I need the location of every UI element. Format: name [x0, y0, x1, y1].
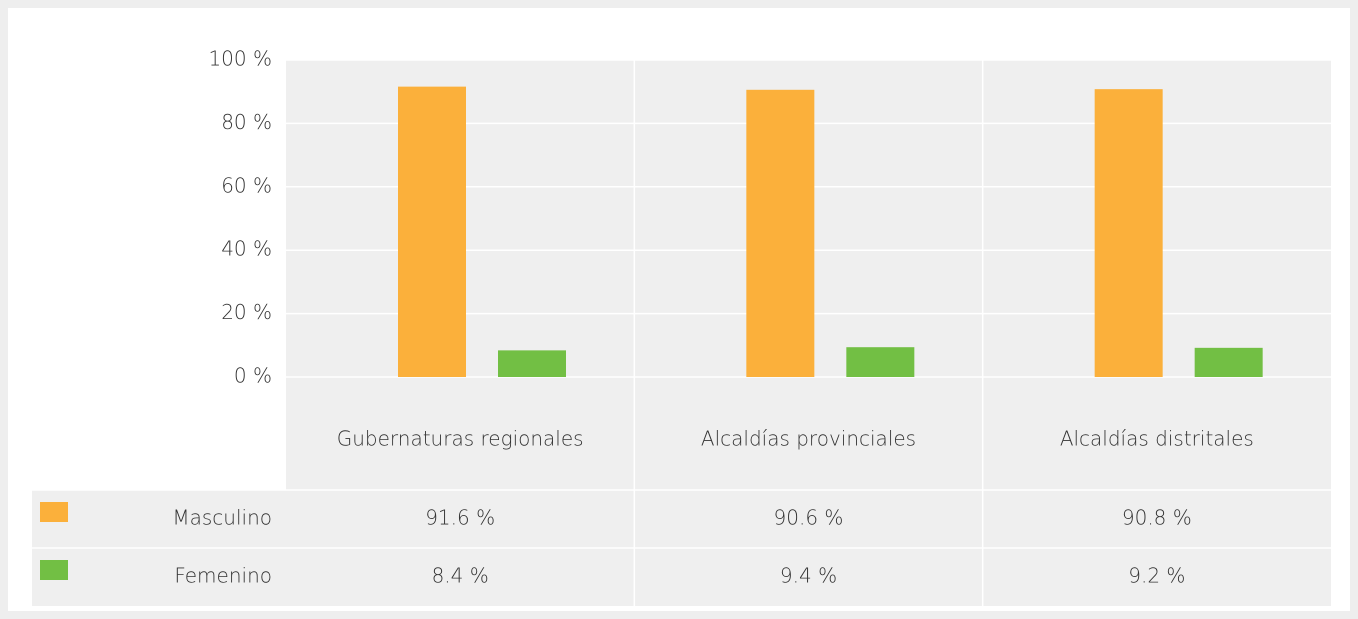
- table-value: 90.6 %: [774, 506, 844, 530]
- table-value: 90.8 %: [1122, 506, 1192, 530]
- legend-swatch: [40, 560, 68, 580]
- x-tick-label: Gubernaturas regionales: [337, 427, 584, 451]
- y-tick-label: 60 %: [221, 173, 272, 197]
- table-value: 91.6 %: [425, 506, 495, 530]
- y-tick-label: 40 %: [221, 237, 272, 261]
- y-tick-label: 20 %: [221, 300, 272, 324]
- y-tick-label: 100 %: [208, 47, 272, 71]
- x-tick-label: Alcaldías distritales: [1060, 427, 1254, 451]
- bar: [746, 89, 815, 377]
- bar: [846, 347, 915, 377]
- table-value: 9.4 %: [780, 564, 837, 588]
- bar: [398, 86, 466, 378]
- table-value: 9.2 %: [1128, 564, 1185, 588]
- x-tick-label: Alcaldías provinciales: [701, 427, 916, 451]
- legend-label: Masculino: [172, 506, 272, 530]
- y-tick-label: 0 %: [234, 364, 272, 388]
- legend-swatch: [40, 502, 68, 522]
- table-value: 8.4 %: [432, 564, 489, 588]
- y-tick-label: 80 %: [221, 110, 272, 134]
- bar: [1194, 347, 1263, 377]
- bar: [1094, 89, 1163, 377]
- legend-label: Femenino: [174, 564, 272, 588]
- bar: [498, 350, 566, 377]
